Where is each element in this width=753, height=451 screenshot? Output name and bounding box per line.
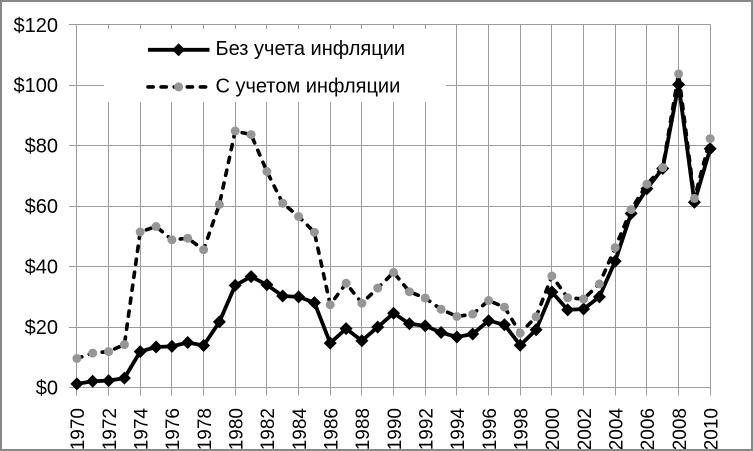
- svg-text:Без учета инфляции: Без учета инфляции: [216, 38, 406, 60]
- svg-text:2008: 2008: [670, 408, 691, 450]
- svg-text:$100: $100: [14, 75, 59, 97]
- svg-text:1990: 1990: [385, 408, 406, 450]
- svg-text:1972: 1972: [100, 408, 121, 450]
- svg-text:1996: 1996: [480, 408, 501, 450]
- svg-text:1970: 1970: [68, 408, 89, 450]
- svg-text:1978: 1978: [195, 408, 216, 450]
- svg-text:1992: 1992: [417, 408, 438, 450]
- svg-text:1984: 1984: [290, 408, 311, 451]
- svg-text:$0: $0: [36, 377, 58, 399]
- svg-text:2002: 2002: [575, 408, 596, 450]
- svg-text:1994: 1994: [448, 408, 469, 451]
- svg-text:1974: 1974: [132, 408, 153, 451]
- svg-text:1998: 1998: [512, 408, 533, 450]
- svg-text:1986: 1986: [322, 408, 343, 450]
- svg-text:1976: 1976: [163, 408, 184, 450]
- svg-text:2010: 2010: [702, 408, 723, 450]
- svg-text:1980: 1980: [227, 408, 248, 450]
- svg-text:С учетом инфляции: С учетом инфляции: [216, 76, 401, 98]
- svg-text:$120: $120: [14, 15, 59, 37]
- svg-text:$20: $20: [25, 317, 58, 339]
- svg-text:1988: 1988: [353, 408, 374, 450]
- svg-text:2000: 2000: [543, 408, 564, 450]
- svg-text:$80: $80: [25, 136, 58, 158]
- svg-text:2004: 2004: [607, 408, 628, 451]
- svg-text:$60: $60: [25, 196, 58, 218]
- svg-text:2006: 2006: [638, 408, 659, 450]
- svg-text:1982: 1982: [258, 408, 279, 450]
- svg-text:$40: $40: [25, 257, 58, 279]
